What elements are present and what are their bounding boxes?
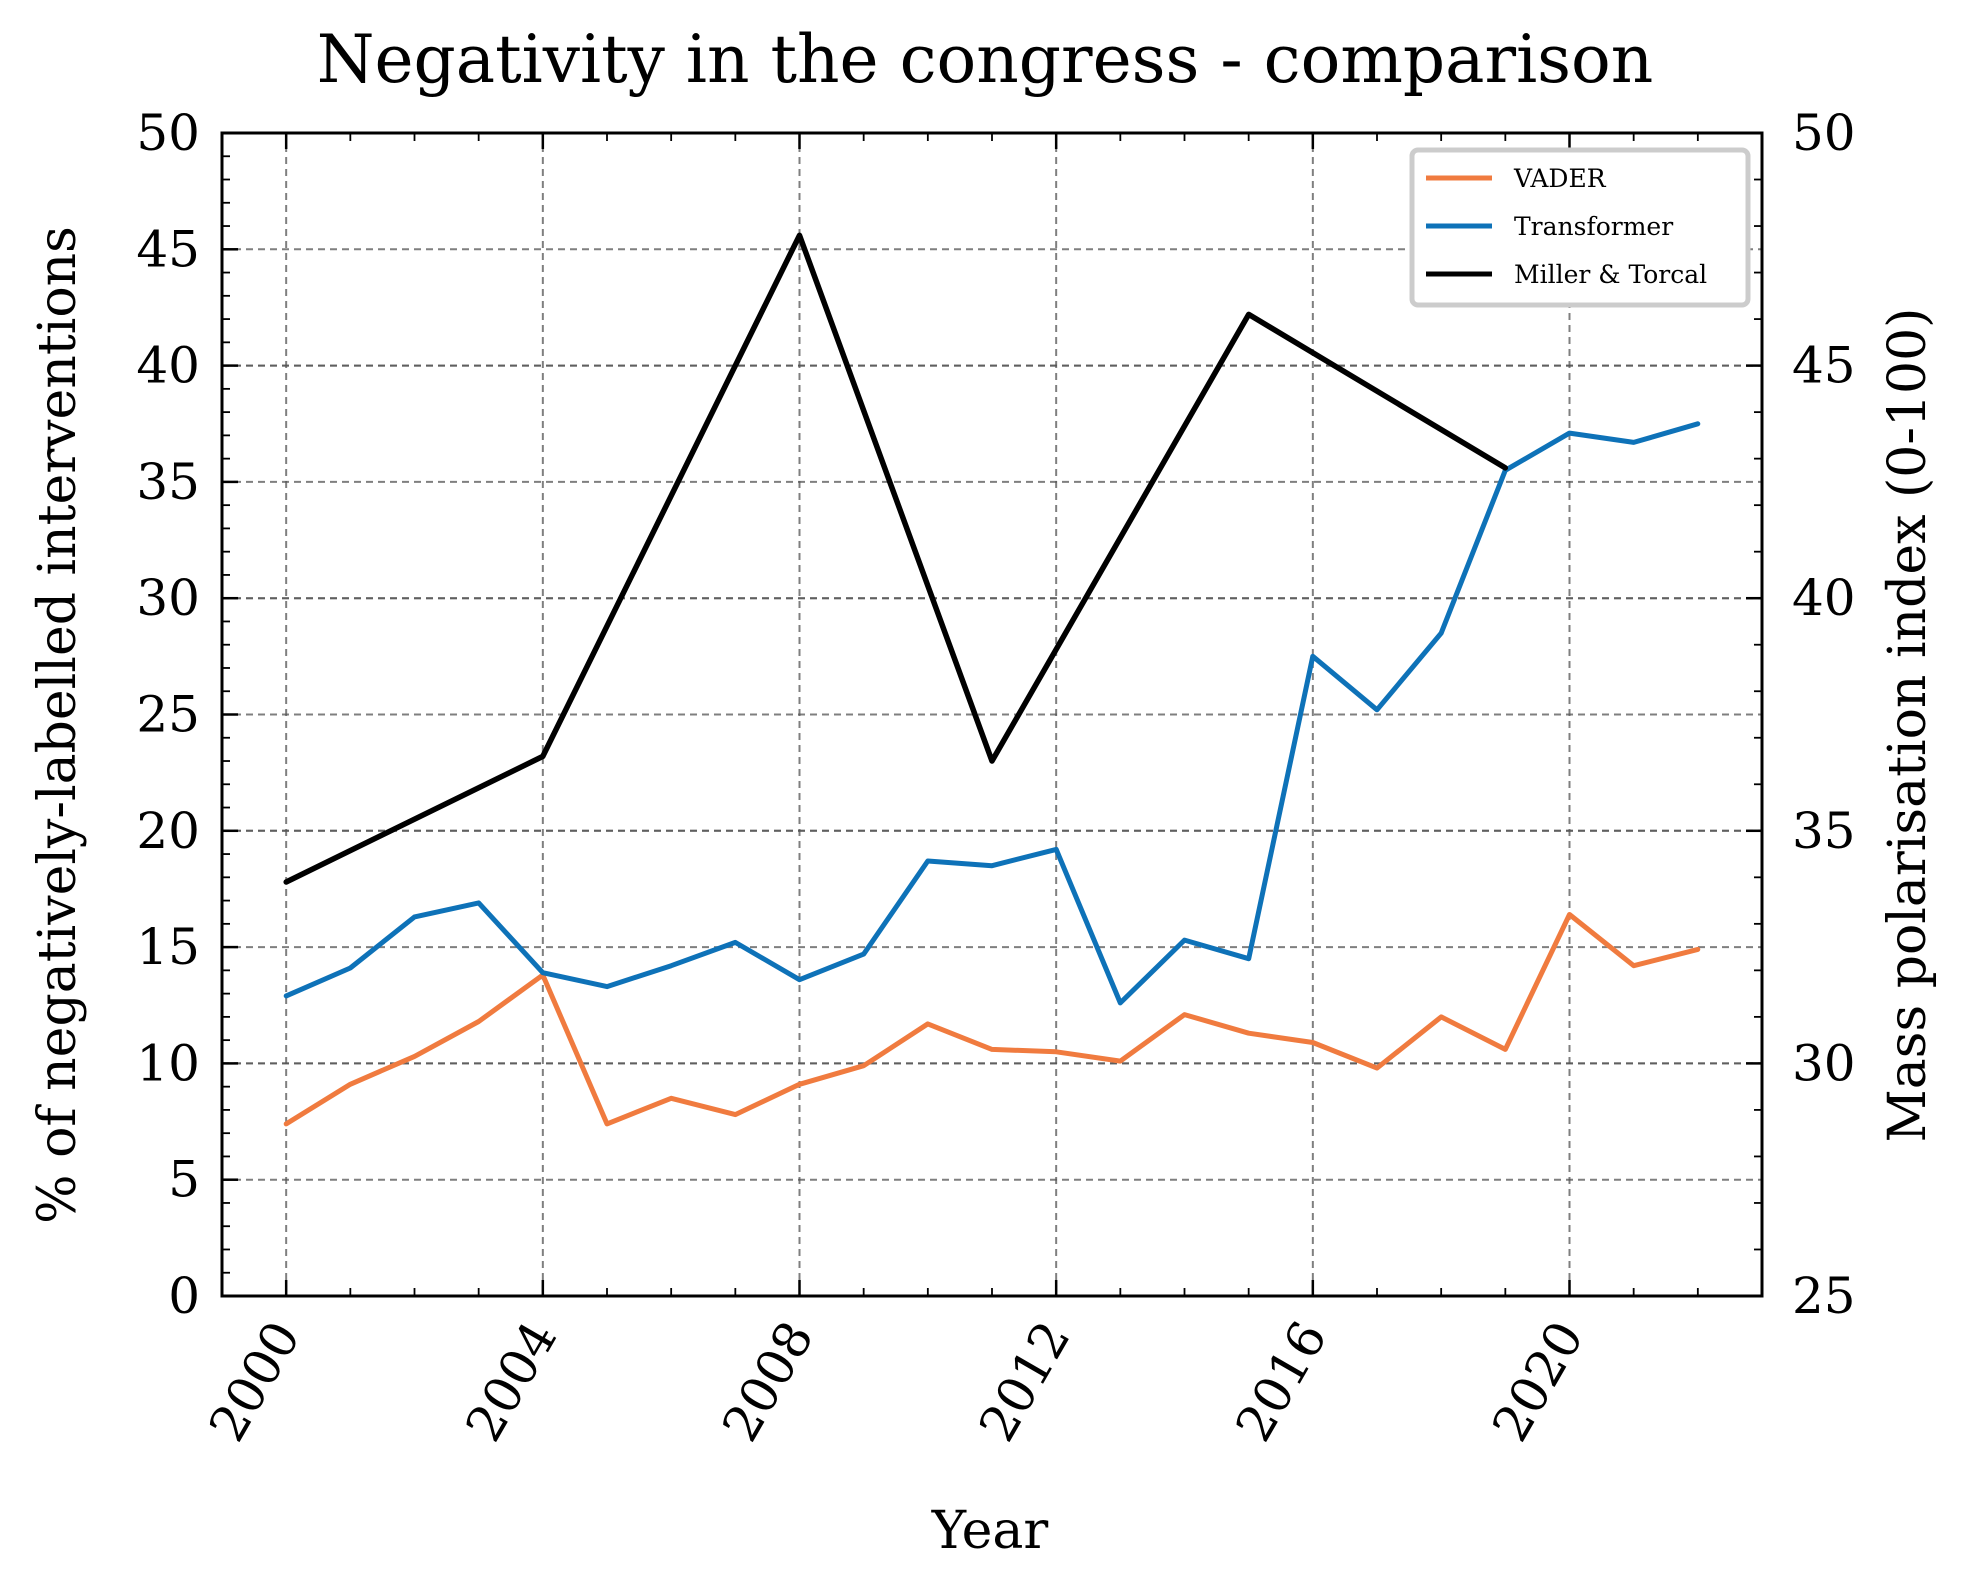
legend-label: Miller & Torcal [1514, 260, 1707, 289]
legend-box [1409, 147, 1751, 308]
y2-tick-label: 25 [1792, 1267, 1856, 1325]
y-tick-label: 40 [136, 337, 200, 395]
y-tick-label: 0 [168, 1267, 200, 1325]
x-tick-label: 2012 [968, 1312, 1082, 1451]
plot-area: 0 5 10 15 20 25 30 35 40 45 50 25 30 35 40 45 50 2000 2004… [136, 104, 1855, 1451]
legend-label: Transformer [1514, 212, 1673, 241]
series-line-transformer [283, 421, 1701, 1006]
x-axis-label: Year [931, 1501, 1049, 1561]
chart-title: Negativity in the congress - comparison [317, 21, 1654, 98]
x-tick-label: 2000 [198, 1312, 312, 1451]
series-line-miller-torcal [283, 232, 1509, 885]
y2-tick-label: 45 [1792, 337, 1856, 395]
y2-tick-label: 35 [1792, 802, 1856, 860]
y2-tick-label: 40 [1792, 569, 1856, 627]
x-tick-label: 2020 [1481, 1312, 1595, 1451]
y2-axis-label: Mass polarisation index (0-100) [1878, 308, 1938, 1143]
x-tick-label: 2004 [455, 1312, 569, 1451]
y-tick-label: 5 [168, 1151, 200, 1209]
y-tick-label: 20 [136, 802, 200, 860]
legend: VADER Transformer Miller & Torcal [1409, 147, 1751, 308]
x-tick-label: 2008 [711, 1312, 825, 1451]
x-tick-label: 2016 [1225, 1312, 1339, 1451]
y-tick-label: 35 [136, 453, 200, 511]
y-tick-label: 45 [136, 220, 200, 278]
y-tick-label: 30 [136, 569, 200, 627]
y-axis-label: % of negatively-labelled interventions [28, 226, 88, 1224]
y2-tick-label: 30 [1792, 1034, 1856, 1092]
y-tick-label: 10 [136, 1034, 200, 1092]
y-tick-label: 50 [136, 104, 200, 162]
series-line-vader [283, 912, 1701, 1127]
y-tick-label: 15 [136, 918, 200, 976]
legend-label: VADER [1513, 164, 1607, 193]
y2-tick-label: 50 [1792, 104, 1856, 162]
y-tick-label: 25 [136, 686, 200, 744]
